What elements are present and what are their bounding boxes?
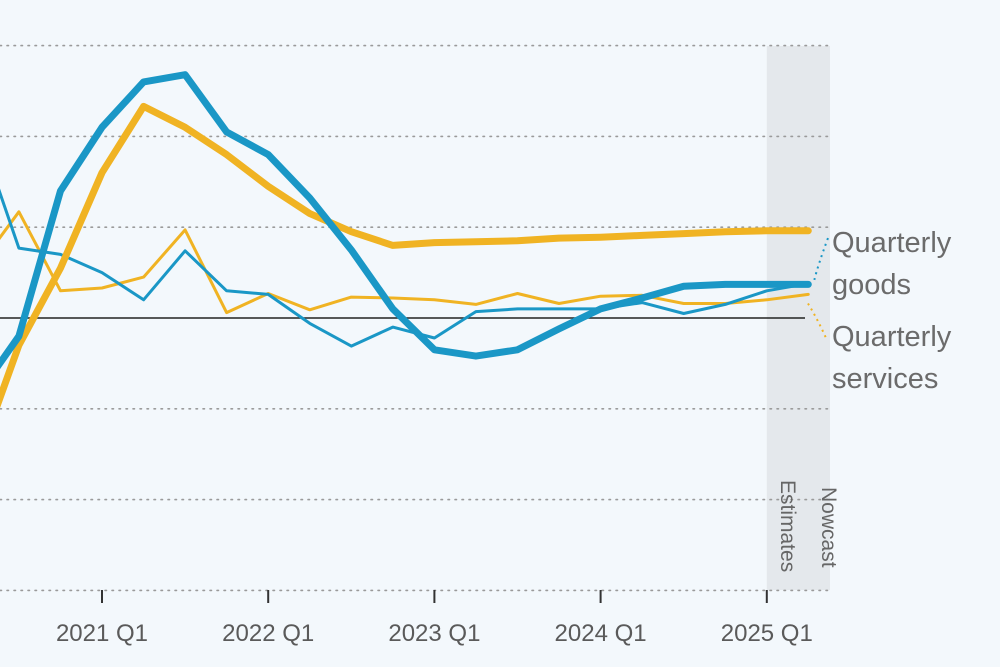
x-tick-label: 2023 Q1 [388, 620, 480, 647]
x-tick-label: 2021 Q1 [56, 620, 148, 647]
legend-connector-services [807, 302, 827, 339]
x-tick-label: 2024 Q1 [555, 620, 647, 647]
series-line-goods [0, 71, 812, 370]
legend-label-goods: Quarterly [832, 227, 952, 259]
legend-label-services: Quarterly [832, 321, 952, 353]
series-line-services [0, 102, 812, 409]
legend-connector-goods [813, 237, 829, 281]
x-tick-label: 2022 Q1 [222, 620, 314, 647]
series-line-quarterly-services [0, 210, 810, 315]
series-line-quarterly-goods [0, 188, 810, 348]
estimates-label: Estimates [776, 480, 799, 572]
nowcast-label: Nowcast [817, 487, 840, 568]
x-tick-label: 2025 Q1 [721, 620, 813, 647]
legend-label-services: services [832, 363, 938, 395]
legend-label-goods: goods [832, 269, 911, 301]
